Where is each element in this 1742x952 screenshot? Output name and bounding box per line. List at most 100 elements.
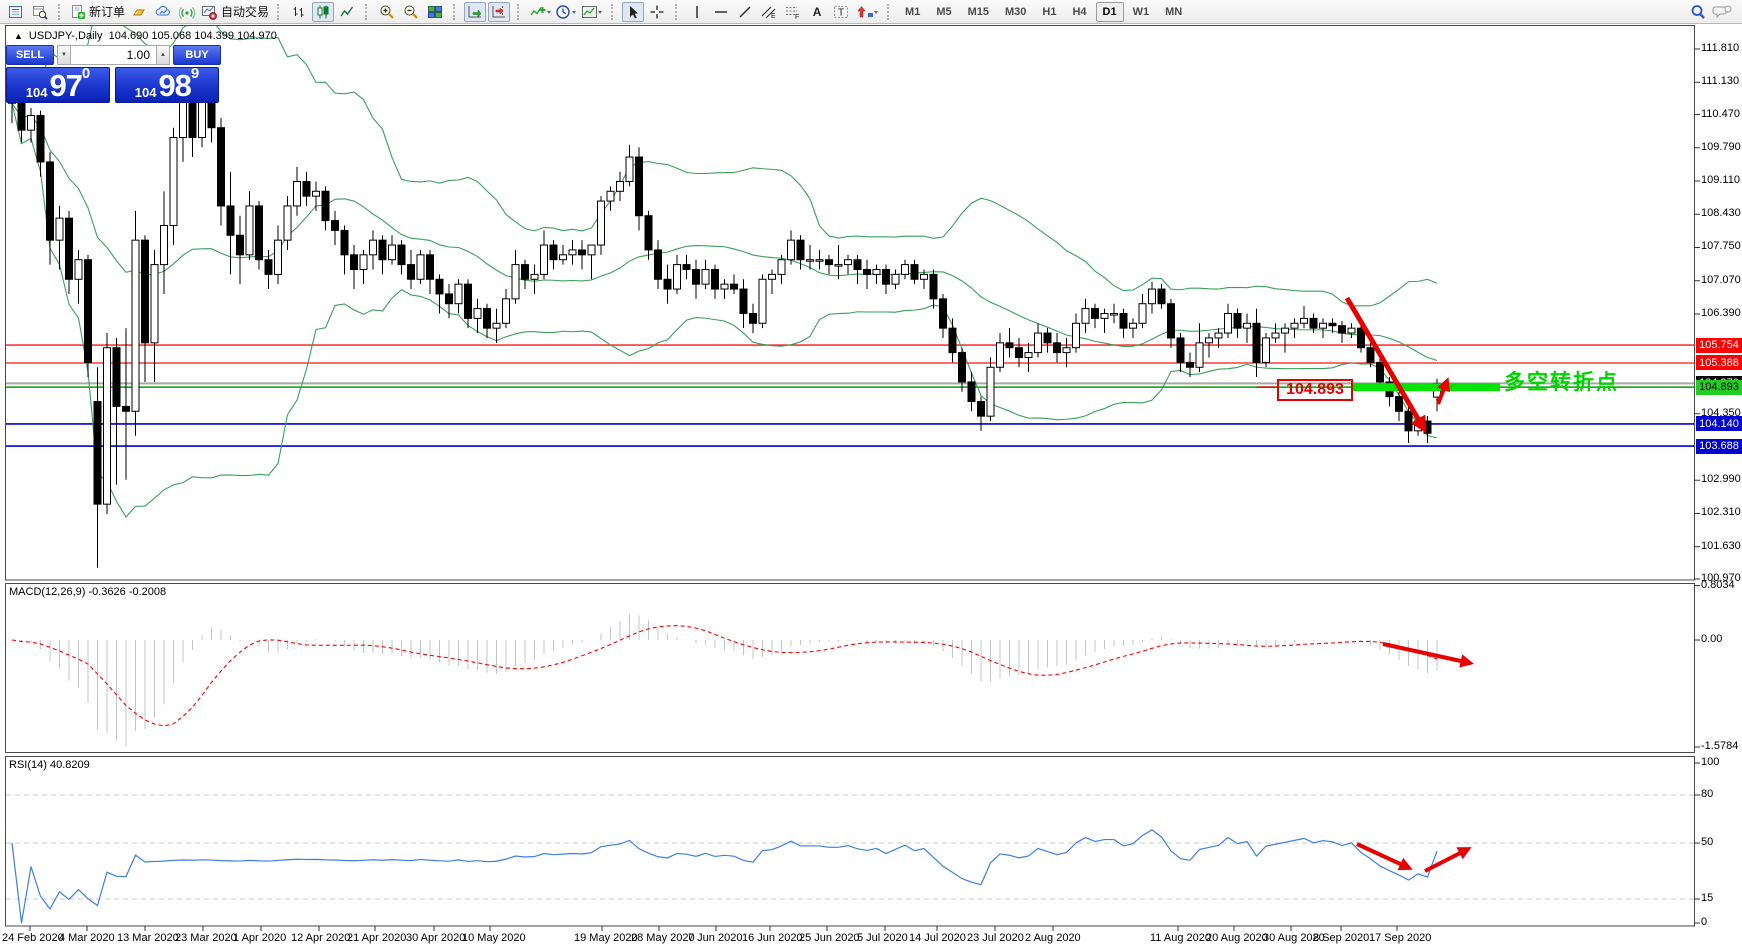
- toolbar-separator: [453, 3, 459, 20]
- price-axis-tick: 111.130: [1701, 75, 1740, 88]
- fibo-f-tag: F: [795, 14, 799, 20]
- volume-input[interactable]: 1.00: [71, 45, 156, 65]
- ask-price-box[interactable]: 104 98 9: [115, 65, 219, 103]
- price-axis-tick: 104.350: [1701, 406, 1741, 419]
- timeframe-m1[interactable]: M1: [905, 5, 921, 18]
- timeframe-m30[interactable]: M30: [1005, 5, 1027, 18]
- cursor-icon[interactable]: [622, 1, 645, 22]
- bid-price-box[interactable]: 104 97 0: [6, 65, 110, 103]
- price-axis-tick: 111.810: [1701, 42, 1740, 54]
- volume-increase-button[interactable]: ▲: [156, 45, 170, 65]
- zoom-out-icon[interactable]: [400, 2, 422, 22]
- zoom-in-icon[interactable]: [376, 2, 398, 22]
- date-axis-label: 30 Apr 2020: [406, 932, 466, 944]
- date-axis-label: 8 Sep 2020: [1313, 932, 1370, 944]
- macd-axis-tick: 0.00: [1701, 633, 1723, 645]
- one-click-trading-panel: SELL ▼ 1.00 ▲ BUY 104 97 0 104 98 9: [6, 45, 221, 103]
- date-axis-label: 24 Feb 2020: [2, 932, 64, 944]
- price-callout-box[interactable]: 104.893: [1277, 379, 1353, 401]
- date-axis-label: 7 Jun 2020: [688, 932, 743, 944]
- shapes-icon[interactable]: [854, 2, 880, 22]
- rsi-label: RSI(14) 40.8209: [9, 759, 90, 771]
- buy-button[interactable]: BUY: [173, 45, 221, 65]
- autotrading-button[interactable]: 自动交易: [200, 2, 270, 22]
- date-axis-label: 14 Jul 2020: [909, 932, 966, 944]
- chart-symbol-period: USDJPY-,Daily: [28, 30, 103, 42]
- timeframe-d1[interactable]: D1: [1095, 1, 1124, 22]
- trendline-icon[interactable]: [734, 2, 756, 22]
- collapse-panel-icon[interactable]: ▲: [14, 31, 23, 41]
- search-icon[interactable]: [1687, 2, 1709, 22]
- timeframe-m5[interactable]: M5: [936, 5, 952, 18]
- fibonacci-icon[interactable]: F: [782, 2, 804, 22]
- vertical-line-icon[interactable]: [686, 2, 708, 22]
- timeframe-h1[interactable]: H1: [1042, 5, 1057, 18]
- svg-text:T: T: [838, 7, 844, 18]
- channel-e-tag: E: [771, 13, 776, 20]
- ask-prefix: 104: [134, 85, 157, 100]
- tile-windows-icon[interactable]: [424, 2, 446, 22]
- volume-decrease-button[interactable]: ▼: [57, 45, 71, 65]
- date-axis-label: 2 Aug 2020: [1025, 932, 1081, 944]
- templates-icon[interactable]: [580, 2, 604, 22]
- price-axis-tick: 109.110: [1701, 174, 1740, 186]
- indicators-add-icon[interactable]: [528, 2, 552, 22]
- macd-label: MACD(12,26,9) -0.3626 -0.2008: [9, 586, 167, 598]
- date-axis-label: 19 May 2020: [574, 932, 638, 944]
- text-label-icon[interactable]: T: [830, 2, 852, 22]
- chat-icon[interactable]: [1711, 2, 1733, 22]
- price-axis-tick: 101.630: [1701, 539, 1741, 552]
- sell-button[interactable]: SELL: [6, 45, 54, 65]
- signals-icon[interactable]: [176, 2, 198, 22]
- turning-point-note[interactable]: 多空转折点: [1504, 371, 1619, 394]
- price-axis-tick: 106.390: [1701, 306, 1741, 319]
- date-axis-label: 21 Apr 2020: [347, 932, 407, 944]
- charts-list-icon[interactable]: [5, 2, 27, 22]
- timeframe-mn[interactable]: MN: [1165, 5, 1183, 18]
- date-axis-label: 10 May 2020: [462, 932, 526, 944]
- new-order-button[interactable]: 新订单: [69, 2, 126, 22]
- chart-title: ▲ USDJPY-,Daily 104.690 105.068 104.399 1…: [14, 30, 277, 42]
- auto-scroll-icon[interactable]: [464, 1, 487, 22]
- data-window-icon[interactable]: [29, 2, 51, 22]
- line-chart-icon[interactable]: [336, 2, 358, 22]
- chart-shift-icon[interactable]: [488, 1, 511, 22]
- price-axis-badge: 104.893: [1696, 379, 1742, 395]
- toolbar-separator: [58, 3, 64, 20]
- bid-prefix: 104: [25, 85, 48, 100]
- charts-cloud-icon[interactable]: [152, 2, 174, 22]
- date-axis-label: 11 Aug 2020: [1150, 932, 1211, 944]
- price-axis-badge: 104.140: [1696, 416, 1742, 432]
- price-axis-tick: 107.070: [1701, 273, 1741, 286]
- candlestick-chart-icon[interactable]: [312, 1, 335, 22]
- toolbar-separator: [517, 3, 523, 20]
- price-axis-tick: 100.970: [1701, 571, 1741, 584]
- timeframe-h4[interactable]: H4: [1072, 5, 1087, 18]
- price-axis-tick: 102.310: [1701, 506, 1741, 519]
- horizontal-line-icon[interactable]: [710, 2, 732, 22]
- equidistant-channel-icon[interactable]: E: [758, 2, 780, 22]
- date-axis-label: 30 Aug 2020: [1263, 932, 1325, 944]
- bar-chart-icon[interactable]: [288, 2, 310, 22]
- macd-axis-tick: -1.5784: [1701, 740, 1739, 752]
- ask-pip: 9: [190, 65, 200, 82]
- date-axis-label: 16 Jun 2020: [742, 932, 803, 944]
- periods-icon[interactable]: [554, 2, 578, 22]
- date-axis-label: 17 Sep 2020: [1369, 932, 1432, 944]
- new-order-label: 新订单: [89, 5, 126, 19]
- date-axis-label: 20 Aug 2020: [1206, 932, 1268, 944]
- ask-main: 98: [158, 68, 191, 103]
- history-center-icon[interactable]: [128, 2, 150, 22]
- timeframe-m15[interactable]: M15: [967, 5, 989, 18]
- macd-axis-tick: 0.8034: [1701, 578, 1735, 591]
- crosshair-icon[interactable]: [646, 2, 668, 22]
- price-axis-badge: 103.688: [1696, 438, 1742, 454]
- timeframe-w1[interactable]: W1: [1132, 5, 1150, 18]
- price-axis-badge: 105.388: [1696, 355, 1742, 371]
- text-tool-icon[interactable]: A: [812, 4, 822, 19]
- price-axis-tick: 110.470: [1701, 107, 1740, 120]
- chart-canvas[interactable]: [0, 24, 1742, 952]
- chart-ohlc-values: 104.690 105.068 104.399 104.970: [108, 30, 277, 42]
- date-axis-label: 13 Mar 2020: [117, 932, 179, 944]
